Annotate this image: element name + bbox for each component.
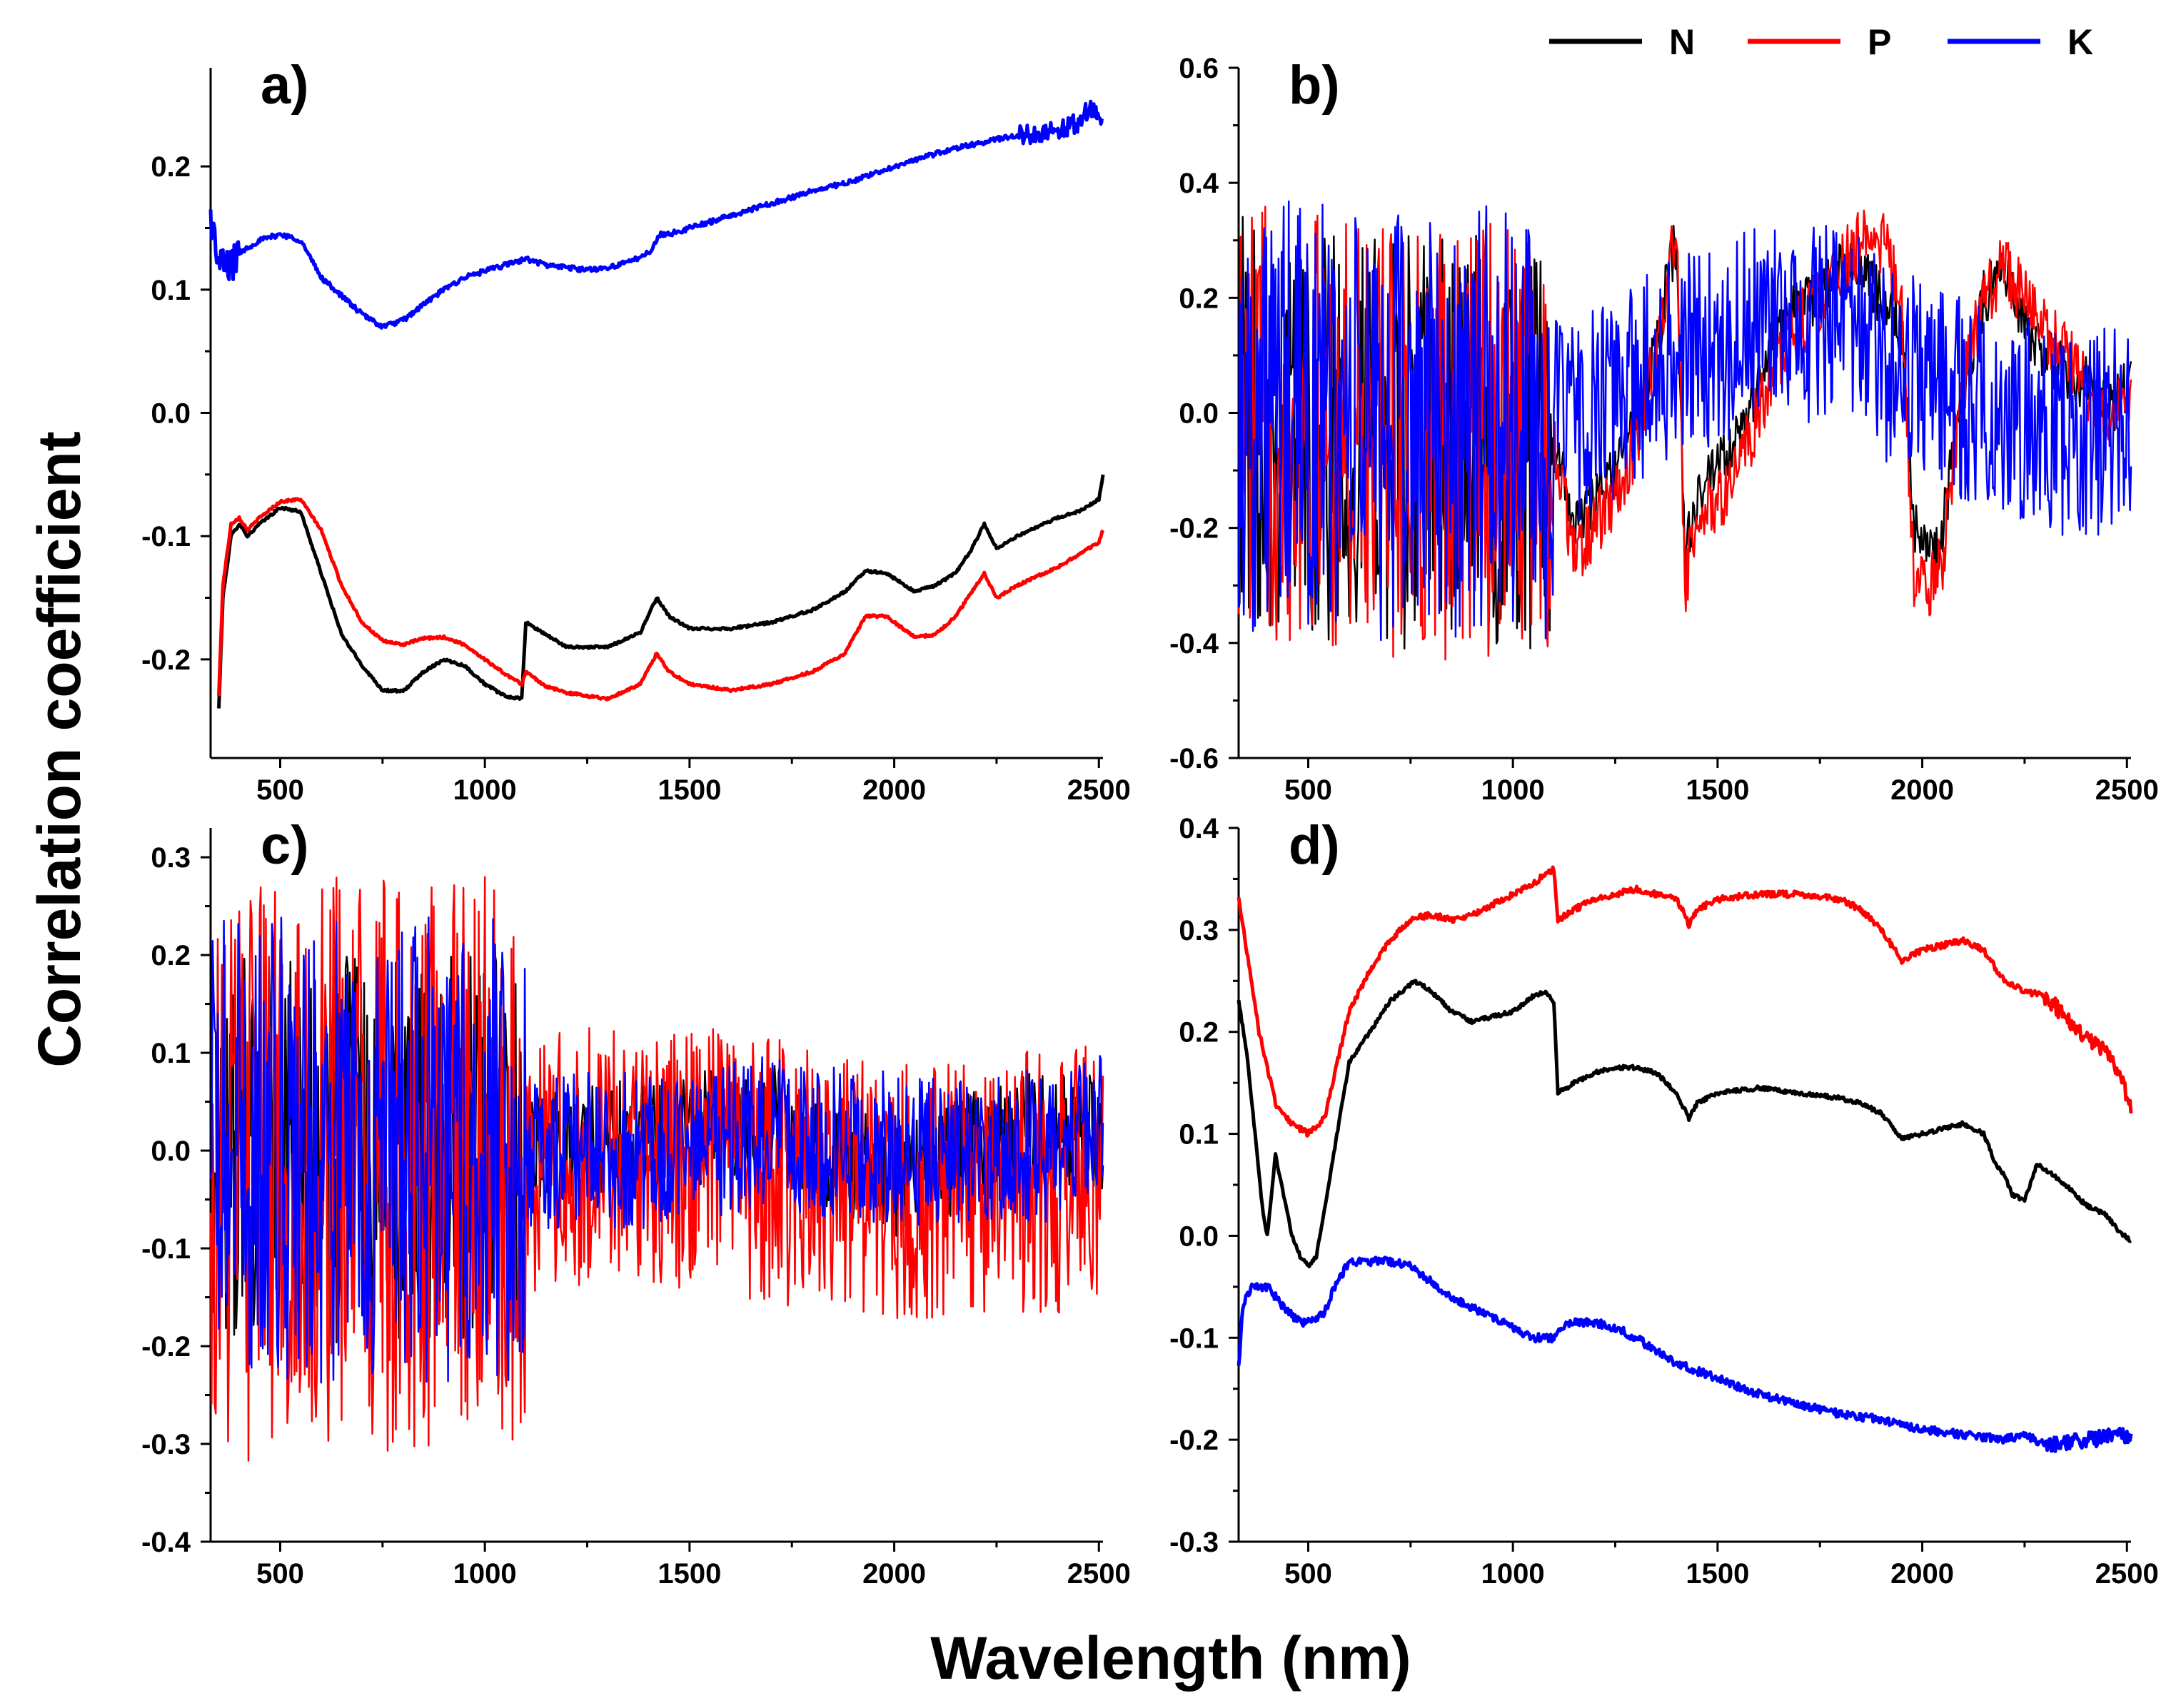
y-tick-label-a: 0.2 — [151, 151, 191, 183]
panel-label-c: c) — [261, 815, 309, 876]
x-tick-label-b: 1000 — [1481, 774, 1545, 806]
y-tick-label-d: -0.2 — [1169, 1425, 1219, 1456]
y-tick-label-b: -0.6 — [1169, 743, 1219, 774]
y-tick-label-b: 0.6 — [1179, 53, 1219, 84]
y-tick-label-b: -0.4 — [1169, 628, 1219, 660]
x-tick-label-a: 1500 — [658, 774, 721, 806]
y-tick-label-d: 0.4 — [1179, 813, 1219, 844]
x-tick-label-a: 2500 — [1067, 774, 1131, 806]
x-tick-label-a: 1000 — [453, 774, 517, 806]
series-line-k-a — [208, 99, 1104, 330]
panel-d: -0.3 -0.2 -0.1 0.0 0.1 0.2 0.3 0.4 500 1000 1500 20… — [1169, 813, 2159, 1590]
series-line-p-d — [1236, 865, 2133, 1138]
y-tick-label-c: -0.1 — [141, 1233, 191, 1265]
panel-a: -0.2 -0.1 0.0 0.1 0.2 500 1000 1500 2000 2500 a) — [141, 55, 1131, 806]
x-tick-label-c: 2000 — [862, 1558, 926, 1590]
y-tick-label-c: -0.4 — [141, 1527, 191, 1558]
series-line-p-c — [209, 876, 1104, 1462]
x-tick-label-d: 2000 — [1890, 1558, 1954, 1590]
panel-label-d: d) — [1289, 815, 1340, 876]
panel-c: -0.4 -0.3 -0.2 -0.1 0.0 0.1 0.2 0.3 500 1000 1500 2… — [141, 815, 1131, 1590]
legend-label-p: P — [1868, 22, 1891, 62]
x-axis-title: Wavelength (nm) — [930, 1624, 1411, 1692]
y-tick-label-c: -0.3 — [141, 1429, 191, 1460]
series-line-n-a — [217, 474, 1105, 709]
y-axis-title: Correlation coefficient — [26, 431, 93, 1067]
y-tick-label-d: 0.0 — [1179, 1221, 1219, 1252]
x-tick-label-c: 2500 — [1067, 1558, 1131, 1590]
series-line-k-c — [209, 916, 1104, 1384]
x-tick-label-d: 2500 — [2095, 1558, 2159, 1590]
y-tick-label-c: 0.1 — [151, 1038, 191, 1069]
y-tick-label-d: 0.2 — [1179, 1017, 1219, 1048]
x-tick-label-b: 500 — [1284, 774, 1332, 806]
x-tick-label-c: 500 — [256, 1558, 304, 1590]
x-tick-label-b: 2500 — [2095, 774, 2159, 806]
y-tick-label-d: -0.3 — [1169, 1527, 1219, 1558]
panel-label-b: b) — [1289, 55, 1340, 116]
x-tick-label-c: 1500 — [658, 1558, 721, 1590]
x-tick-label-c: 1000 — [453, 1558, 517, 1590]
y-tick-label-a: 0.0 — [151, 398, 191, 430]
x-tick-label-b: 2000 — [1890, 774, 1954, 806]
series-line-p-b — [1237, 206, 2132, 661]
y-tick-label-a: -0.1 — [141, 521, 191, 552]
y-tick-label-c: 0.0 — [151, 1136, 191, 1167]
series-line-n-d — [1236, 979, 2132, 1268]
x-tick-label-b: 1500 — [1686, 774, 1749, 806]
series-line-k-d — [1236, 1255, 2133, 1453]
x-tick-label-d: 500 — [1284, 1558, 1332, 1590]
x-tick-label-a: 500 — [256, 774, 304, 806]
legend-label-k: K — [2067, 22, 2093, 62]
y-tick-label-b: -0.2 — [1169, 513, 1219, 545]
y-tick-label-c: -0.2 — [141, 1331, 191, 1363]
panel-b: -0.6 -0.4 -0.2 0.0 0.2 0.4 0.6 500 1000 1500 2000 2… — [1169, 53, 2159, 806]
y-tick-label-d: 0.1 — [1179, 1119, 1219, 1151]
series-line-k-b — [1237, 200, 2132, 642]
y-tick-label-c: 0.2 — [151, 940, 191, 971]
panel-label-a: a) — [261, 55, 309, 116]
y-tick-label-a: 0.1 — [151, 275, 191, 306]
legend: N P K — [1549, 22, 2093, 62]
y-tick-label-b: 0.2 — [1179, 283, 1219, 314]
y-tick-label-d: -0.1 — [1169, 1323, 1219, 1354]
x-tick-label-d: 1000 — [1481, 1558, 1545, 1590]
y-tick-label-c: 0.3 — [151, 842, 191, 874]
series-line-p-a — [217, 497, 1105, 702]
legend-label-n: N — [1669, 22, 1695, 62]
y-tick-label-d: 0.3 — [1179, 915, 1219, 946]
y-tick-label-b: 0.4 — [1179, 168, 1219, 199]
y-tick-label-a: -0.2 — [141, 645, 191, 676]
x-tick-label-d: 1500 — [1686, 1558, 1749, 1590]
x-tick-label-a: 2000 — [862, 774, 926, 806]
y-tick-label-b: 0.0 — [1179, 398, 1219, 430]
